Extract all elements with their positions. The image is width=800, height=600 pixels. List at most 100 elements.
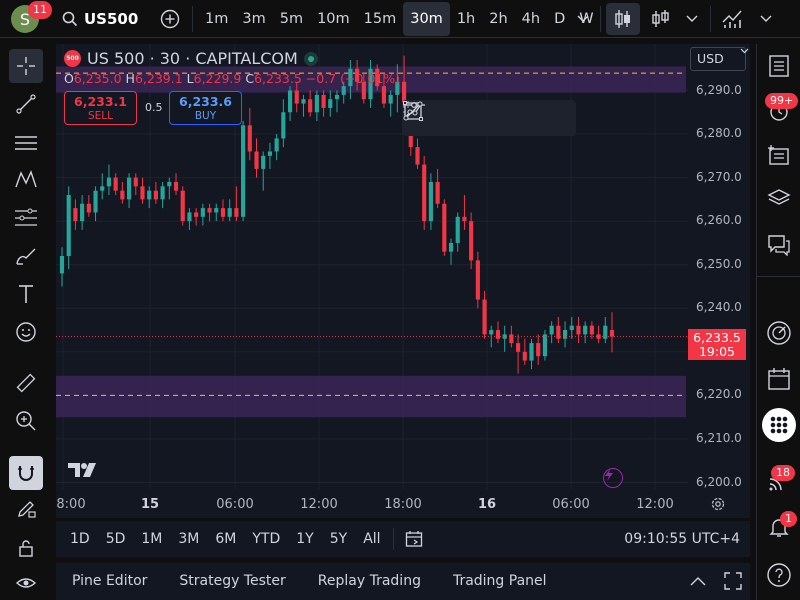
object-tree-button[interactable] [762,182,796,216]
screener-button[interactable] [762,316,796,350]
candlestick-chart[interactable] [56,44,750,518]
go-to-date-button[interactable] [402,526,428,552]
candle-body [294,90,299,104]
rectangle-button[interactable] [403,100,532,136]
last-price-value: 6,233.5 [693,330,741,345]
interval-1h[interactable]: 1h [456,11,476,27]
bars-chart-type-button[interactable] [650,8,672,30]
range-5d[interactable]: 5D [105,531,126,547]
interval-4h[interactable]: 4h [521,11,541,27]
horizontal-lines-tool[interactable] [9,126,43,160]
interval-W[interactable]: W [579,11,594,27]
interval-15m[interactable]: 15m [363,11,397,27]
price-axis-label: 6,280.0 [696,126,742,141]
magnet-tool[interactable] [9,456,43,490]
candle-body [247,125,252,152]
market-status-icon[interactable] [303,51,318,66]
lightning-icon [605,469,613,481]
interval-3m[interactable]: 3m [242,11,266,27]
data-window-button[interactable] [762,138,796,172]
high-key: H [125,71,135,86]
candle-body [341,86,346,95]
chart-pane[interactable]: 500 US 500 · 30 · CAPITALCOM O6,235.0 H6… [56,44,750,518]
zoom-tool[interactable] [9,404,43,438]
chart-type-dropdown[interactable] [681,8,703,30]
products-button[interactable] [762,408,796,442]
trend-line-tool[interactable] [9,87,43,121]
pattern-tool[interactable] [9,163,43,197]
tab-strategy-tester[interactable]: Strategy Tester [179,573,286,589]
range-all[interactable]: All [363,531,381,547]
emoji-tool[interactable] [9,315,43,349]
path-button[interactable] [403,100,494,136]
compare-add-button[interactable] [159,8,181,30]
range-1m[interactable]: 1M [141,531,163,547]
hide-drawings-tool[interactable] [9,566,43,600]
candle-body [576,325,581,335]
interval-1m[interactable]: 1m [205,11,229,27]
draw-mode-tool[interactable] [9,492,43,526]
interval-5m[interactable]: 5m [279,11,304,27]
candle-body [428,181,433,222]
range-5y[interactable]: 5Y [329,531,348,547]
range-3m[interactable]: 3M [178,531,200,547]
avatar-letter: S [19,9,31,29]
maximize-icon [724,572,742,590]
currency-select[interactable]: USD [690,47,749,71]
interval-D[interactable]: D [554,11,566,27]
candle-body [214,208,219,213]
lines-icon [15,136,37,150]
ray-button[interactable] [403,100,570,136]
ruler-tool[interactable] [9,366,43,400]
ohlc-values: O6,235.0 H6,239.1 L6,229.9 C6,233.5 −0.7… [64,71,400,86]
buy-button[interactable]: 6,233.6 BUY [169,91,242,125]
fib-tool[interactable] [9,201,43,235]
candle-body [147,190,152,200]
gauge-icon [767,321,791,345]
ideas-stream-button[interactable] [762,464,796,498]
symbol-search[interactable]: US500 [62,9,138,29]
range-ytd[interactable]: YTD [252,531,281,547]
chats-button[interactable] [762,228,796,262]
events-lightning-button[interactable] [603,468,623,488]
intervals-dropdown[interactable] [572,8,594,30]
sell-price: 6,233.1 [74,94,127,109]
candle-body [596,334,601,339]
crosshair-tool[interactable] [9,49,43,83]
indicators-dropdown[interactable] [755,8,777,30]
tab-trading-panel[interactable]: Trading Panel [452,573,547,589]
interval-2h[interactable]: 2h [489,11,508,27]
candles-chart-type-button[interactable] [606,3,640,35]
collapse-panel-button[interactable] [690,573,706,591]
range-1y[interactable]: 1Y [296,531,314,547]
date-range-bar: 1D 5D 1M 3M 6M YTD 1Y 5Y All 09:10:55 UTC+4 [56,521,750,557]
plus-circle-icon [160,9,180,29]
tab-replay-trading[interactable]: Replay Trading [317,573,421,589]
price-axis-label: 6,250.0 [696,256,742,271]
low-key: L [186,71,194,86]
tv-logo-icon [68,463,96,477]
calendar-button[interactable] [762,362,796,396]
tab-pine-editor[interactable]: Pine Editor [72,573,148,589]
brush-tool[interactable] [9,240,43,274]
candle-body [86,203,91,213]
lock-drawings-tool[interactable] [9,531,43,565]
interval-30m[interactable]: 30m [403,2,450,36]
time-axis-label: 8:00 [56,497,86,512]
candle-body [100,186,105,191]
watchlist-button[interactable] [762,49,796,83]
clock[interactable]: 09:10:55 UTC+4 [624,531,740,547]
text-tool[interactable] [9,277,43,311]
range-1d[interactable]: 1D [70,531,90,547]
indicators-button[interactable] [721,8,743,30]
chevron-up-icon [690,577,706,586]
fib-icon [15,208,37,226]
chart-legend-title[interactable]: 500 US 500 · 30 · CAPITALCOM [64,49,318,68]
maximize-panel-button[interactable] [724,572,742,595]
interval-10m[interactable]: 10m [317,11,350,27]
sell-button[interactable]: 6,233.1 SELL [64,91,137,125]
candle-body [328,99,333,108]
help-button[interactable] [762,558,796,592]
candle-body [173,181,179,191]
range-6m[interactable]: 6M [215,531,237,547]
